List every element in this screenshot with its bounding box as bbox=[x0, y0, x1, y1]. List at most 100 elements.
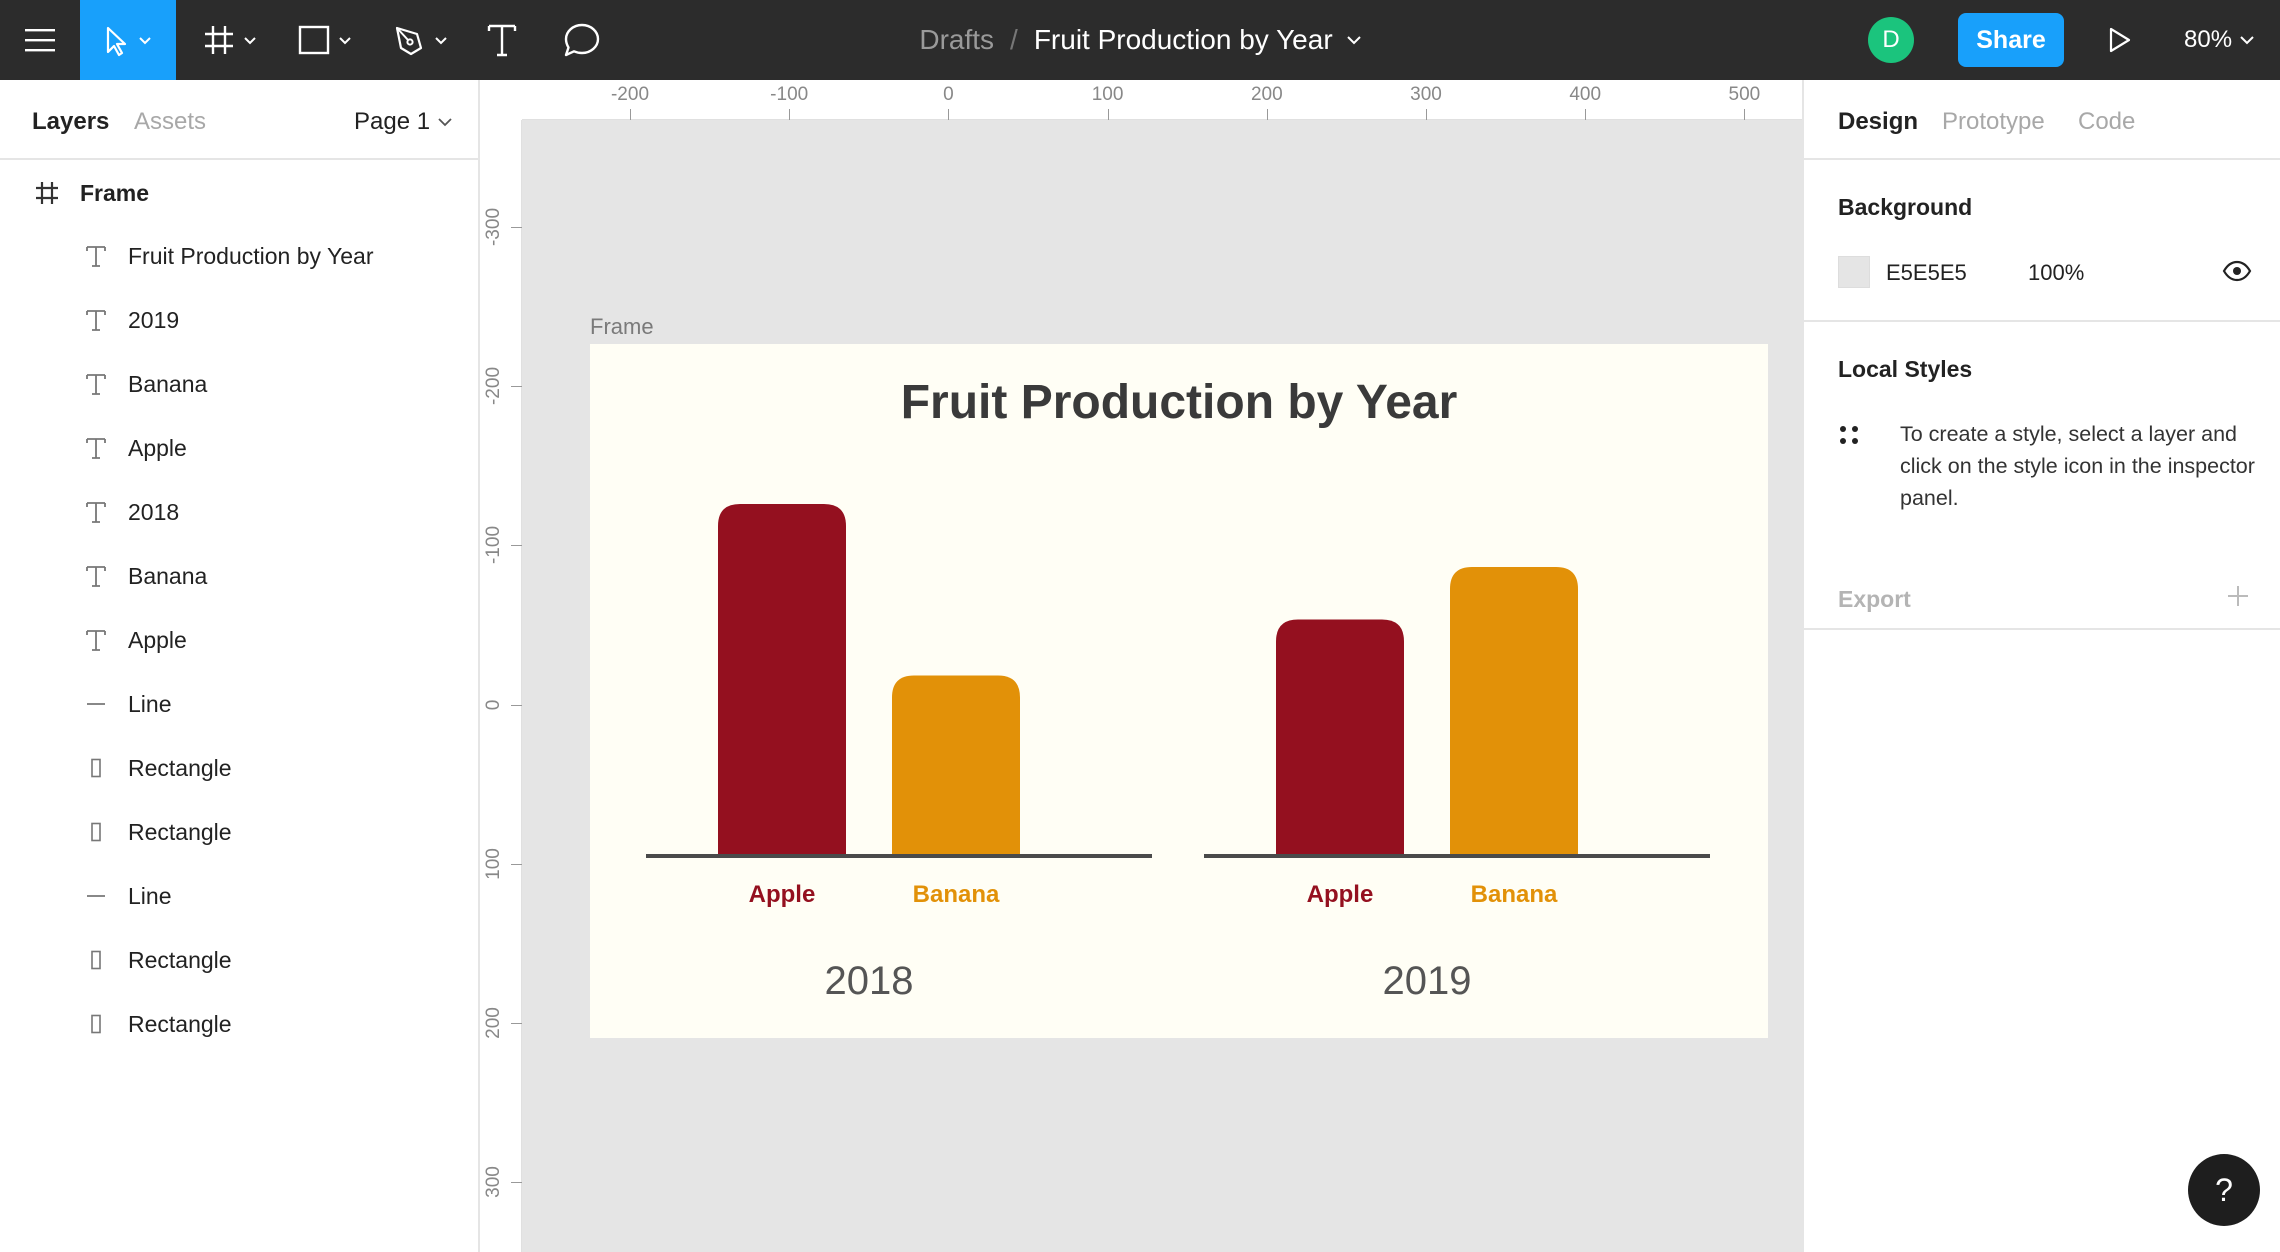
layer-label: Line bbox=[128, 691, 172, 717]
layer-frame[interactable]: Frame bbox=[0, 162, 478, 224]
year-label[interactable]: 2018 bbox=[825, 959, 914, 1003]
layer-label: Rectangle bbox=[128, 755, 232, 781]
layer-row[interactable]: Line bbox=[0, 864, 478, 928]
layer-row[interactable]: Banana bbox=[0, 544, 478, 608]
tab-code[interactable]: Code bbox=[2078, 108, 2136, 135]
canvas[interactable]: -200 -100 0 100 200 300 400 500 -300 -200 -100 0 10… bbox=[480, 80, 1802, 1252]
tab-prototype[interactable]: Prototype bbox=[1942, 108, 2045, 135]
layer-label: Rectangle bbox=[128, 1011, 232, 1037]
ruler-top-label: -100 bbox=[770, 84, 809, 105]
layer-row[interactable]: Rectangle bbox=[0, 800, 478, 864]
text-layer-icon bbox=[84, 244, 108, 268]
ruler-tick bbox=[1585, 109, 1587, 120]
ruler-tick bbox=[511, 863, 522, 865]
layer-label: Line bbox=[128, 883, 172, 909]
frame-name-label[interactable]: Frame bbox=[590, 314, 654, 339]
move-tool-icon bbox=[106, 26, 151, 57]
ruler-left-label: 0 bbox=[483, 699, 504, 710]
layer-row[interactable]: Apple bbox=[0, 608, 478, 672]
ruler-tick bbox=[511, 1182, 522, 1184]
frame-tool-button[interactable] bbox=[196, 0, 268, 80]
layer-label: Fruit Production by Year bbox=[128, 243, 374, 269]
plus-icon[interactable] bbox=[2226, 584, 2250, 608]
rectangle-layer-icon bbox=[84, 948, 108, 972]
layer-row[interactable]: Apple bbox=[0, 416, 478, 480]
layer-row[interactable]: Rectangle bbox=[0, 992, 478, 1056]
breadcrumb-drafts[interactable]: Drafts bbox=[919, 24, 995, 55]
present-button[interactable] bbox=[2102, 22, 2138, 58]
ruler-top-label: 500 bbox=[1728, 84, 1761, 105]
local-styles-hint: To create a style, select a layer and cl… bbox=[1900, 422, 2255, 510]
tab-design[interactable]: Design bbox=[1838, 108, 1919, 135]
export-title: Export bbox=[1838, 586, 1911, 612]
ruler-top-label: 200 bbox=[1250, 84, 1283, 105]
layer-row[interactable]: 2019 bbox=[0, 288, 478, 352]
comment-tool-button[interactable] bbox=[558, 0, 606, 80]
page-label: Page 1 bbox=[354, 108, 431, 135]
tab-assets[interactable]: Assets bbox=[134, 108, 207, 135]
background-hex-input[interactable]: E5E5E5 bbox=[1886, 260, 1967, 285]
zoom-menu[interactable]: 80% bbox=[2184, 0, 2254, 80]
text-layer-icon bbox=[84, 564, 108, 588]
comment-tool-icon bbox=[564, 23, 600, 57]
avatar[interactable]: D bbox=[1868, 17, 1914, 63]
line-layer-icon bbox=[84, 884, 108, 908]
layer-row[interactable]: Line bbox=[0, 672, 478, 736]
layer-label: Apple bbox=[128, 435, 187, 461]
help-button[interactable]: ? bbox=[2188, 1154, 2260, 1226]
chart-title[interactable]: Fruit Production by Year bbox=[901, 376, 1458, 429]
layer-label: Rectangle bbox=[128, 819, 232, 845]
text-tool-icon bbox=[487, 24, 517, 57]
bar-label[interactable]: Apple bbox=[1307, 881, 1374, 908]
share-button[interactable]: Share bbox=[1958, 13, 2064, 67]
bar-label[interactable]: Banana bbox=[913, 881, 1000, 908]
rectangle-layer-icon bbox=[84, 756, 108, 780]
ruler-left-label: -200 bbox=[483, 367, 504, 406]
breadcrumb: Drafts / Fruit Production by Year bbox=[0, 0, 2280, 80]
text-tool-button[interactable] bbox=[480, 0, 524, 80]
ruler-top: -200 -100 0 100 200 300 400 500 bbox=[480, 80, 1802, 120]
chevron-down-icon bbox=[2240, 36, 2254, 45]
file-name[interactable]: Fruit Production by Year bbox=[1033, 24, 1333, 55]
left-panel-tabs: Layers Assets Page 1 bbox=[0, 80, 478, 160]
layer-label: 2018 bbox=[128, 499, 180, 525]
background-color-swatch[interactable] bbox=[1838, 256, 1870, 288]
ruler-tick bbox=[1744, 109, 1746, 120]
ruler-top-label: 0 bbox=[943, 84, 954, 105]
eye-icon[interactable] bbox=[2222, 260, 2252, 282]
layer-row[interactable]: 2018 bbox=[0, 480, 478, 544]
ruler-tick bbox=[511, 227, 522, 228]
tab-layers[interactable]: Layers bbox=[32, 108, 110, 135]
ruler-left-label: 300 bbox=[483, 1166, 504, 1199]
ruler-left-label: 100 bbox=[483, 847, 504, 880]
layer-row[interactable]: Banana bbox=[0, 352, 478, 416]
bar-apple-2018[interactable] bbox=[718, 504, 846, 854]
ruler-top-label: 300 bbox=[1410, 84, 1442, 105]
frame-icon bbox=[36, 182, 58, 204]
shape-tool-button[interactable] bbox=[290, 0, 362, 80]
bar-banana-2018[interactable] bbox=[892, 675, 1020, 855]
layer-row[interactable]: Rectangle bbox=[0, 736, 478, 800]
layer-row[interactable]: Rectangle bbox=[0, 928, 478, 992]
layer-label: Banana bbox=[128, 371, 208, 397]
styles-icon bbox=[1840, 426, 1858, 444]
right-panel-tabs: Design Prototype Code bbox=[1804, 80, 2280, 160]
move-tool-button[interactable] bbox=[80, 0, 176, 80]
year-label[interactable]: 2019 bbox=[1383, 959, 1472, 1003]
bar-label[interactable]: Apple bbox=[749, 881, 816, 908]
ruler-tick bbox=[789, 109, 791, 120]
chevron-down-icon[interactable] bbox=[1346, 35, 1361, 45]
frame[interactable]: Fruit Production by Year Apple Banana 2018 A… bbox=[590, 344, 1768, 1038]
bar-banana-2019[interactable] bbox=[1450, 567, 1578, 854]
ruler-left-label: -100 bbox=[483, 526, 504, 565]
background-opacity-input[interactable]: 100% bbox=[2028, 260, 2085, 285]
layer-row[interactable]: Fruit Production by Year bbox=[0, 224, 478, 288]
bar-label[interactable]: Banana bbox=[1471, 881, 1558, 908]
pen-tool-button[interactable] bbox=[386, 0, 458, 80]
layer-label: Frame bbox=[80, 180, 150, 206]
page-selector[interactable]: Page 1 bbox=[354, 108, 452, 136]
bar-apple-2019[interactable] bbox=[1276, 619, 1404, 855]
main-menu-button[interactable] bbox=[18, 0, 62, 80]
local-styles-section bbox=[1804, 324, 2280, 630]
rectangle-layer-icon bbox=[84, 1012, 108, 1036]
